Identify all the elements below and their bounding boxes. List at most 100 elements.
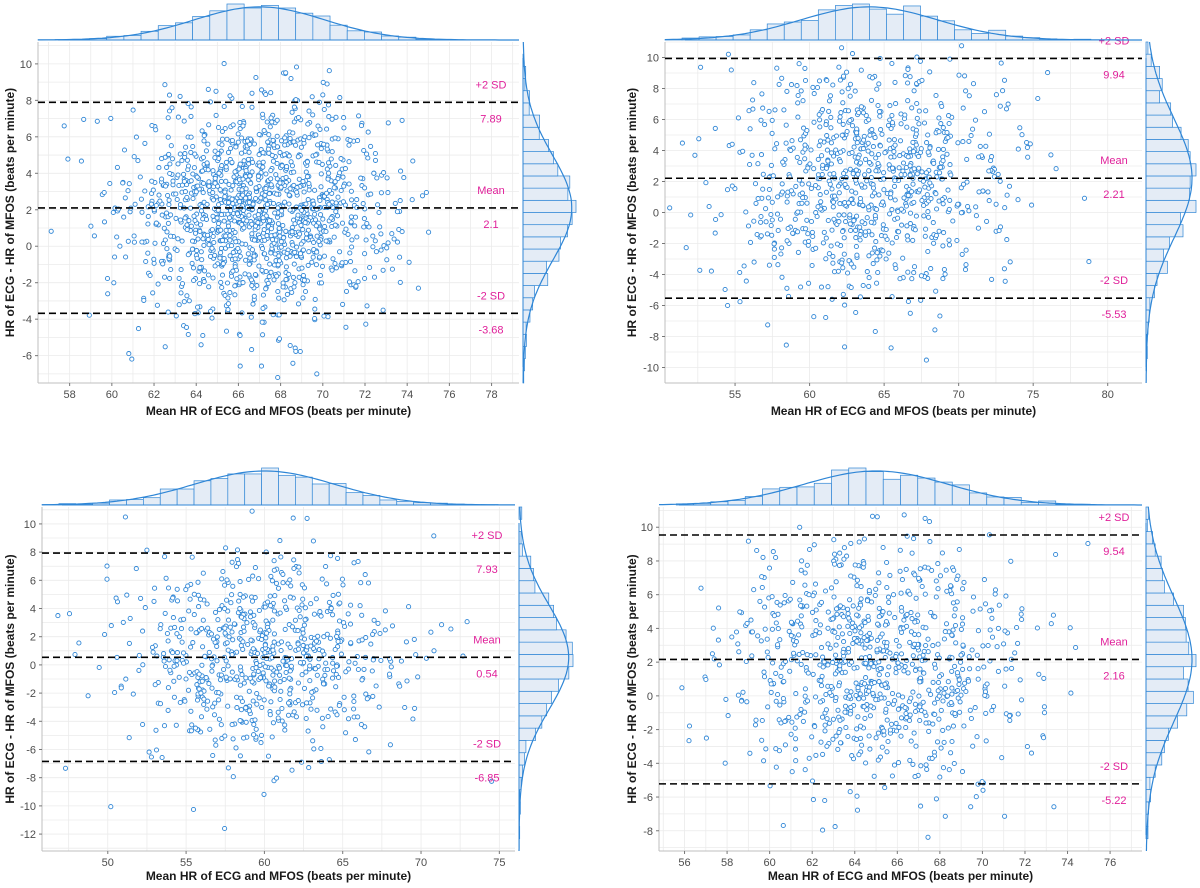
- data-point: [818, 683, 825, 689]
- data-point: [121, 214, 127, 220]
- data-point: [867, 630, 873, 636]
- scatter-points: [48, 61, 432, 381]
- data-point: [939, 550, 945, 556]
- data-point: [743, 209, 749, 215]
- data-point: [882, 785, 888, 791]
- data-point: [318, 613, 324, 619]
- data-point: [162, 344, 168, 350]
- data-point: [196, 604, 202, 610]
- data-point: [130, 107, 136, 113]
- data-point: [165, 585, 172, 591]
- data-point: [957, 699, 963, 705]
- data-point: [179, 281, 186, 287]
- data-point: [306, 187, 312, 193]
- data-point: [911, 264, 918, 270]
- histogram-bar: [522, 151, 554, 165]
- data-point: [864, 598, 870, 604]
- data-point: [370, 244, 376, 250]
- data-point: [853, 243, 859, 250]
- data-point: [412, 705, 418, 711]
- histogram-bar: [518, 654, 574, 668]
- data-point: [934, 739, 941, 745]
- x-tick-label: 58: [721, 857, 733, 869]
- data-point: [223, 227, 229, 233]
- data-point: [879, 131, 885, 137]
- data-point: [323, 660, 329, 666]
- data-point: [291, 104, 297, 110]
- data-point: [829, 186, 835, 192]
- data-point: [138, 196, 144, 202]
- data-point: [930, 643, 936, 649]
- data-point: [825, 137, 831, 143]
- data-point: [992, 591, 998, 597]
- reference-value: 9.94: [1103, 69, 1124, 81]
- data-point: [868, 97, 875, 103]
- histogram-bar: [278, 474, 296, 506]
- data-point: [967, 707, 973, 713]
- data-point: [943, 567, 949, 573]
- data-point: [312, 187, 318, 193]
- data-point: [339, 576, 345, 582]
- data-point: [403, 639, 409, 645]
- data-point: [216, 607, 223, 613]
- data-point: [295, 114, 302, 121]
- data-point: [779, 75, 785, 81]
- data-point: [225, 765, 231, 771]
- data-point: [81, 116, 87, 122]
- data-point: [934, 206, 940, 212]
- data-point: [378, 247, 384, 253]
- data-point: [935, 688, 941, 694]
- data-point: [819, 153, 825, 159]
- data-point: [238, 707, 244, 713]
- data-point: [162, 554, 168, 560]
- data-point: [944, 588, 950, 594]
- data-point: [856, 110, 862, 116]
- data-point: [989, 154, 995, 160]
- data-point: [927, 539, 933, 545]
- data-point: [935, 561, 941, 567]
- data-point: [823, 122, 829, 128]
- data-point: [911, 199, 917, 205]
- data-point: [355, 279, 361, 285]
- data-point: [186, 608, 192, 614]
- data-point: [139, 209, 145, 215]
- data-point: [347, 137, 353, 143]
- data-point: [219, 237, 226, 243]
- data-point: [838, 149, 844, 155]
- reference-label: +2 SD: [1099, 512, 1130, 524]
- data-point: [314, 707, 320, 713]
- data-point: [837, 114, 843, 120]
- data-point: [284, 164, 290, 170]
- data-point: [230, 122, 236, 128]
- data-point: [876, 614, 882, 620]
- data-point: [958, 210, 964, 216]
- data-point: [201, 279, 207, 285]
- data-point: [232, 169, 238, 175]
- data-point: [941, 230, 947, 236]
- data-point: [751, 218, 757, 224]
- data-point: [279, 163, 285, 169]
- data-point: [981, 577, 987, 583]
- data-point: [218, 250, 224, 256]
- data-point: [153, 127, 159, 133]
- data-point: [247, 255, 253, 261]
- data-point: [332, 135, 338, 141]
- data-point: [228, 600, 234, 606]
- data-point: [782, 718, 788, 724]
- data-point: [191, 213, 197, 219]
- data-point: [222, 606, 228, 612]
- data-point: [167, 667, 173, 673]
- data-point: [873, 735, 879, 741]
- data-point: [241, 680, 247, 686]
- data-point: [805, 670, 811, 676]
- data-point: [189, 246, 195, 252]
- data-point: [266, 683, 272, 689]
- data-point: [913, 213, 919, 219]
- data-point: [276, 336, 283, 342]
- x-tick-label: 78: [485, 389, 497, 401]
- data-point: [918, 146, 924, 152]
- data-point: [304, 700, 310, 706]
- data-point: [208, 631, 215, 637]
- data-point: [867, 746, 873, 752]
- data-point: [758, 233, 764, 239]
